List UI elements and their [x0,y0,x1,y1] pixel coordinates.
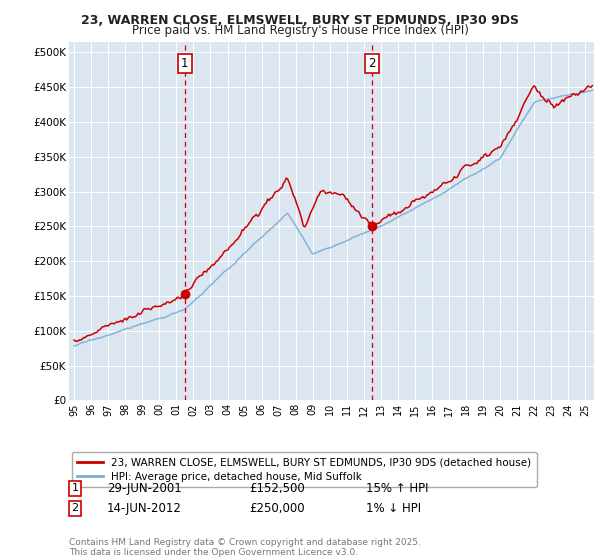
Legend: 23, WARREN CLOSE, ELMSWELL, BURY ST EDMUNDS, IP30 9DS (detached house), HPI: Ave: 23, WARREN CLOSE, ELMSWELL, BURY ST EDMU… [71,452,536,487]
Text: 2: 2 [71,503,79,514]
Text: 29-JUN-2001: 29-JUN-2001 [107,482,182,495]
Text: £250,000: £250,000 [249,502,305,515]
Text: 1% ↓ HPI: 1% ↓ HPI [366,502,421,515]
Text: Price paid vs. HM Land Registry's House Price Index (HPI): Price paid vs. HM Land Registry's House … [131,24,469,37]
Text: Contains HM Land Registry data © Crown copyright and database right 2025.
This d: Contains HM Land Registry data © Crown c… [69,538,421,557]
Text: 23, WARREN CLOSE, ELMSWELL, BURY ST EDMUNDS, IP30 9DS: 23, WARREN CLOSE, ELMSWELL, BURY ST EDMU… [81,14,519,27]
Text: 1: 1 [71,483,79,493]
Text: 1: 1 [181,57,188,70]
Text: 15% ↑ HPI: 15% ↑ HPI [366,482,428,495]
Text: £152,500: £152,500 [249,482,305,495]
Text: 2: 2 [368,57,376,70]
Text: 14-JUN-2012: 14-JUN-2012 [107,502,182,515]
